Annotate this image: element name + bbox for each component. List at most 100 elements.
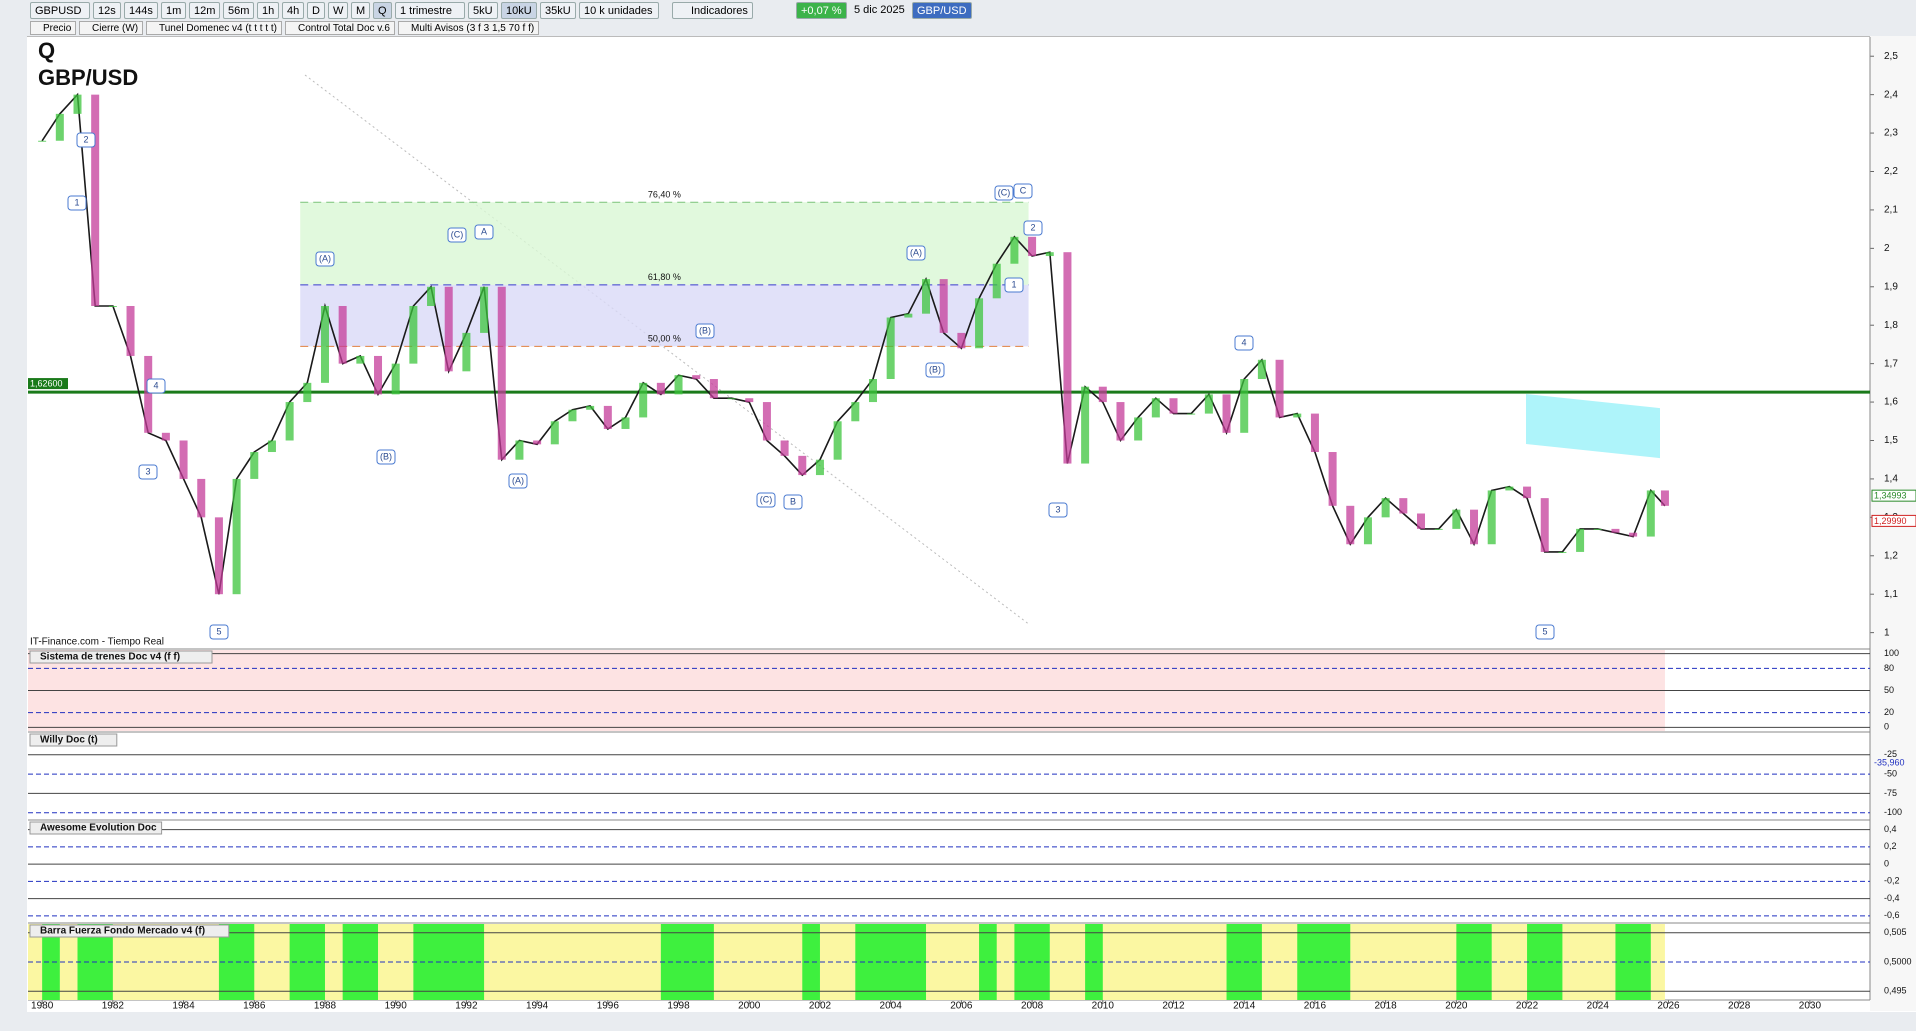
- candle: [1381, 498, 1390, 518]
- x-tick-label: 2014: [1233, 1001, 1256, 1012]
- y-tick-label: 1: [1884, 627, 1890, 638]
- y-tick-label: 1,6: [1884, 397, 1898, 408]
- candle: [780, 440, 789, 456]
- timeframe-button[interactable]: M: [351, 2, 371, 19]
- timeframe-button[interactable]: 1h: [257, 2, 280, 19]
- candle: [745, 398, 754, 403]
- wave-box: [67, 195, 87, 211]
- wave-box: [1234, 335, 1254, 351]
- wave-box: [146, 378, 166, 394]
- timeframe-button[interactable]: 4h: [282, 2, 305, 19]
- panel-tick-label: 0,4: [1884, 824, 1897, 834]
- price-badge: [1871, 514, 1916, 527]
- change-badge: +0,07 %: [796, 2, 847, 19]
- candle: [957, 332, 966, 349]
- wave-box: [1535, 624, 1555, 640]
- candle: [603, 405, 612, 429]
- wave-label: (C): [451, 229, 464, 239]
- candle: [480, 286, 489, 333]
- legend-item[interactable]: Precio: [30, 21, 77, 35]
- symbol-select[interactable]: GBPUSD: [30, 2, 90, 19]
- candle: [1434, 528, 1443, 530]
- wave-label: (C): [998, 187, 1011, 197]
- chart-subtitle: GBP/USD: [38, 65, 138, 90]
- candle: [762, 402, 771, 441]
- candle: [497, 286, 506, 460]
- candle: [444, 286, 453, 372]
- wave-box: [756, 492, 776, 508]
- panel-tick-label: 0,5000: [1884, 956, 1912, 966]
- timeframe-button[interactable]: 56m: [223, 2, 255, 19]
- candle: [303, 382, 312, 403]
- y-tick-label: 1,2: [1884, 550, 1898, 561]
- x-tick-label: 2020: [1445, 1001, 1468, 1012]
- wave-box: [138, 464, 158, 480]
- timeframe-button[interactable]: 1m: [161, 2, 187, 19]
- panel-tick-label: 0,2: [1884, 841, 1897, 851]
- units-button[interactable]: 5kU: [468, 2, 498, 19]
- wave-box: [994, 185, 1014, 201]
- candle: [73, 94, 82, 114]
- legend-item[interactable]: Multi Avisos (3 f 3 1,5 70 f f): [398, 21, 540, 35]
- panel-bg: [28, 821, 1665, 921]
- candle: [568, 409, 577, 422]
- price-badge-label: 1,34993: [1874, 491, 1907, 501]
- candle: [1660, 490, 1669, 506]
- timeframe-button[interactable]: W: [328, 2, 349, 19]
- wave-label: A: [481, 226, 487, 236]
- candle: [992, 263, 1001, 299]
- timeframe-button[interactable]: D: [307, 2, 325, 19]
- candle: [533, 440, 542, 445]
- panel-tick-label: 0,495: [1884, 986, 1907, 996]
- candle: [1151, 398, 1160, 418]
- panel-tick-label: -0,6: [1884, 910, 1900, 920]
- status-bar: [0, 1012, 1916, 1031]
- legend-item[interactable]: Control Total Doc v.6: [285, 21, 395, 35]
- timeframe-button[interactable]: Q: [373, 2, 392, 19]
- candle: [1240, 379, 1249, 433]
- candle: [1098, 386, 1107, 403]
- projection-zone: [1526, 394, 1660, 459]
- candle: [639, 382, 648, 418]
- x-tick-label: 2012: [1162, 1001, 1185, 1012]
- wave-label: 4: [1241, 337, 1246, 347]
- x-tick-label: 1980: [31, 1001, 54, 1012]
- candle: [1063, 252, 1072, 464]
- y-tick-label: 2,4: [1884, 89, 1898, 100]
- wave-box: [315, 251, 335, 267]
- candle: [1363, 517, 1372, 545]
- timeframe-button[interactable]: 12s: [93, 2, 121, 19]
- x-tick-label: 1986: [243, 1001, 266, 1012]
- candle: [1629, 532, 1638, 537]
- panel-title-bg: [29, 733, 118, 747]
- wave-label: 3: [145, 466, 150, 476]
- period-select[interactable]: 1 trimestre: [395, 2, 465, 19]
- x-tick-label: 2002: [809, 1001, 832, 1012]
- candle: [250, 452, 259, 479]
- trend-guide: [304, 74, 1031, 626]
- units-select[interactable]: 10 k unidades: [579, 2, 659, 19]
- candle: [1169, 398, 1178, 414]
- indicators-button[interactable]: Indicadores: [672, 2, 753, 19]
- legend-item[interactable]: Tunel Domenec v4 (t t t t t): [146, 21, 283, 35]
- y-tick-label: 1,4: [1884, 474, 1898, 485]
- candle: [1293, 413, 1302, 418]
- wave-label: (A): [512, 475, 524, 485]
- x-tick-label: 1992: [455, 1001, 478, 1012]
- wave-box: [1013, 183, 1033, 199]
- timeframe-button[interactable]: 144s: [124, 2, 158, 19]
- panel-tick-label: -0,2: [1884, 876, 1900, 886]
- wave-label: 1: [74, 197, 79, 207]
- panel-tick-label: 50: [1884, 685, 1894, 695]
- x-tick-label: 1988: [314, 1001, 337, 1012]
- fib-label: 50,00 %: [648, 334, 681, 344]
- candle: [1310, 413, 1319, 453]
- timeframe-button[interactable]: 12m: [189, 2, 221, 19]
- green-block: [42, 924, 60, 1000]
- chart-title: Q: [38, 38, 55, 63]
- x-tick-label: 2004: [880, 1001, 903, 1012]
- units-button[interactable]: 35kU: [540, 2, 576, 19]
- candle: [1187, 413, 1196, 415]
- legend-item[interactable]: Cierre (W): [79, 21, 144, 35]
- units-button[interactable]: 10kU: [501, 2, 537, 19]
